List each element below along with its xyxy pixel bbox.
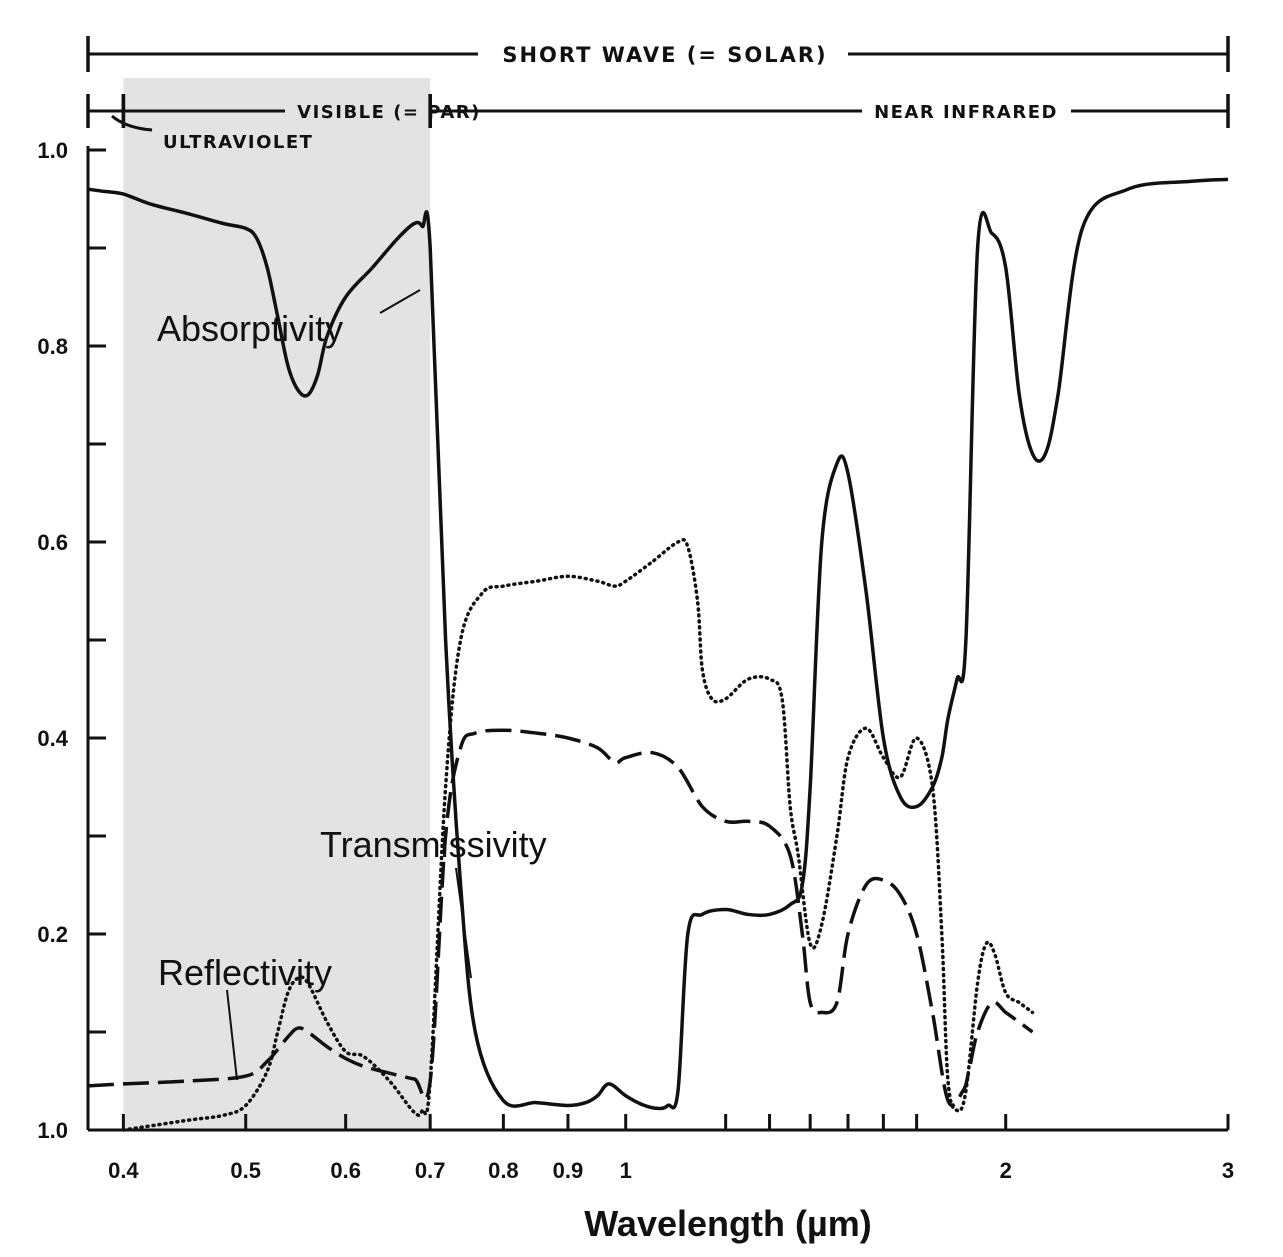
x-axis-title: Wavelength (µm)	[584, 1203, 871, 1244]
y-tick-label: 0.4	[37, 726, 68, 751]
series-label-reflectivity: Reflectivity	[158, 952, 332, 993]
bracket-near-infrared	[428, 94, 1230, 128]
x-tick-label: 0.6	[330, 1158, 361, 1183]
reflectivity-leader-line	[226, 989, 238, 1081]
bracket-short-wave	[86, 36, 1230, 72]
x-tick-label: 0.4	[108, 1158, 139, 1183]
series-label-absorptivity: Absorptivity	[157, 308, 343, 349]
x-tick-label: 0.5	[230, 1158, 261, 1183]
x-tick-label: 0.7	[415, 1158, 446, 1183]
series-line-absorptivity	[87, 177, 1229, 1111]
series-label-transmissivity: Transmissivity	[320, 824, 547, 865]
x-tick-label: 2	[1000, 1158, 1012, 1183]
y-tick-label: 0.8	[37, 334, 68, 359]
series-line-reflectivity	[87, 728, 1034, 1108]
x-tick-label: 3	[1222, 1158, 1234, 1183]
band-label-near-infrared: NEAR INFRARED	[874, 102, 1058, 123]
ultraviolet-leader-line	[111, 114, 153, 132]
x-tick-label: 1	[620, 1158, 632, 1183]
x-tick-label: 0.9	[553, 1158, 584, 1183]
visible-band-shading-layer	[123, 78, 431, 1130]
transmissivity-leader-line	[455, 867, 472, 979]
absorptivity-leader-line	[379, 289, 421, 314]
x-tick-label: 0.8	[488, 1158, 519, 1183]
series-line-transmissivity	[121, 538, 1035, 1132]
y-tick-label: 1.0	[37, 1118, 68, 1143]
band-label-short-wave: SHORT WAVE (= SOLAR)	[502, 43, 827, 67]
series-layer	[87, 177, 1229, 1132]
visible-band-shading	[123, 78, 431, 1130]
y-tick-label: 1.0	[37, 138, 68, 163]
bracket-ultraviolet	[86, 94, 126, 128]
band-label-visible: VISIBLE (= PAR)	[297, 102, 481, 123]
axes-layer: 1.0 0.8 0.6 0.4 0.2 1.0 0.4 0.5 0.6 0.7 0.8 0.9 1 2 3	[37, 138, 1234, 1183]
y-tick-label: 0.2	[37, 922, 68, 947]
band-brackets-layer	[86, 36, 1230, 1081]
band-label-ultraviolet: ULTRAVIOLET	[163, 132, 313, 153]
y-tick-label: 0.6	[37, 530, 68, 555]
